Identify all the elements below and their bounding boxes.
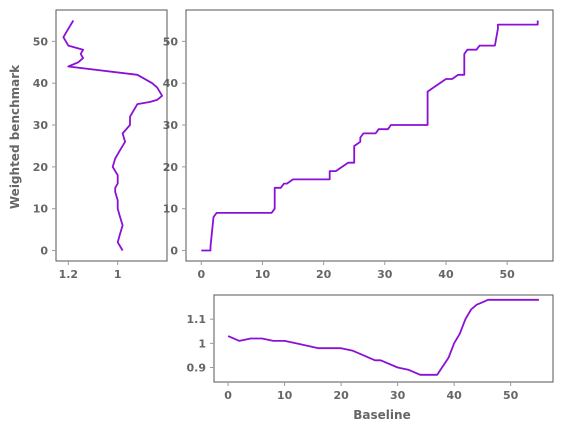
main-y-tick-label: 40: [163, 77, 179, 90]
main-series-line: [201, 20, 539, 252]
bottom-y-tick-label: 0.9: [187, 362, 207, 375]
main-panel: 0 10 20 30 40 50 0 10 20 30 40 50: [163, 9, 554, 281]
bottom-series-line: [227, 298, 539, 376]
bottom-x-tick-label: 30: [390, 389, 406, 402]
left-y-tick-label: 50: [33, 35, 49, 48]
bottom-panel: 0 10 20 30 40 50 0.9 1 1.1: [187, 294, 554, 402]
left-x-tick-label: 1.2: [59, 268, 79, 281]
bottom-x-tick-label: 0: [224, 389, 232, 402]
bottom-x-tick-label: 10: [277, 389, 293, 402]
main-x-tick-label: 40: [438, 268, 454, 281]
bottom-x-tick-label: 20: [333, 389, 349, 402]
bottom-y-tick-label: 1: [198, 337, 206, 350]
left-y-tick-label: 30: [33, 119, 49, 132]
left-y-tick-label: 20: [33, 161, 49, 174]
main-x-tick-label: 50: [499, 268, 515, 281]
main-y-tick-label: 0: [170, 245, 178, 258]
left-frame: [55, 9, 168, 262]
bottom-x-tick-label: 40: [446, 389, 462, 402]
bottom-y-tick-label: 1.1: [187, 313, 207, 326]
main-x-tick-label: 0: [197, 268, 205, 281]
left-series-line: [62, 20, 164, 251]
main-y-tick-label: 10: [163, 203, 179, 216]
left-y-tick-label: 40: [33, 77, 49, 90]
y-axis-label: Weighted benchmark: [8, 64, 22, 209]
left-y-tick-label: 10: [33, 203, 49, 216]
main-frame: [185, 9, 554, 262]
main-y-tick-label: 20: [163, 161, 179, 174]
main-x-tick-label: 10: [255, 268, 271, 281]
main-x-tick-label: 30: [377, 268, 393, 281]
left-y-tick-label: 0: [40, 245, 48, 258]
x-axis-label: Baseline: [353, 408, 410, 422]
bottom-x-tick-label: 50: [503, 389, 519, 402]
bottom-frame: [213, 294, 554, 383]
main-x-tick-label: 20: [316, 268, 332, 281]
left-x-tick-label: 1: [114, 268, 122, 281]
main-y-tick-label: 30: [163, 119, 179, 132]
main-y-tick-label: 50: [163, 35, 179, 48]
